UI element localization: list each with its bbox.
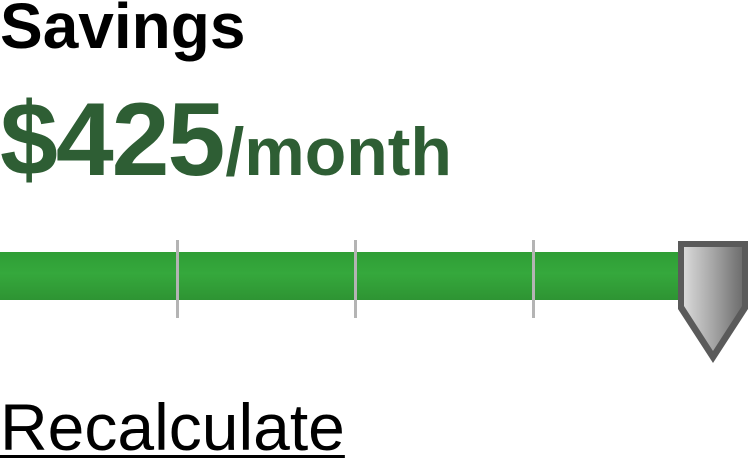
slider-tick — [532, 240, 535, 318]
savings-title: Savings — [0, 0, 246, 62]
slider-tick — [354, 240, 357, 318]
savings-unit: /month — [225, 114, 452, 190]
slider-track[interactable] — [0, 252, 748, 300]
savings-value: $425/month — [0, 88, 452, 208]
savings-slider[interactable] — [0, 236, 748, 372]
slider-thumb[interactable] — [676, 239, 748, 365]
recalculate-link[interactable]: Recalculate — [0, 390, 345, 464]
savings-amount: $425 — [0, 82, 225, 198]
slider-thumb-icon — [678, 241, 748, 363]
slider-tick — [176, 240, 179, 318]
